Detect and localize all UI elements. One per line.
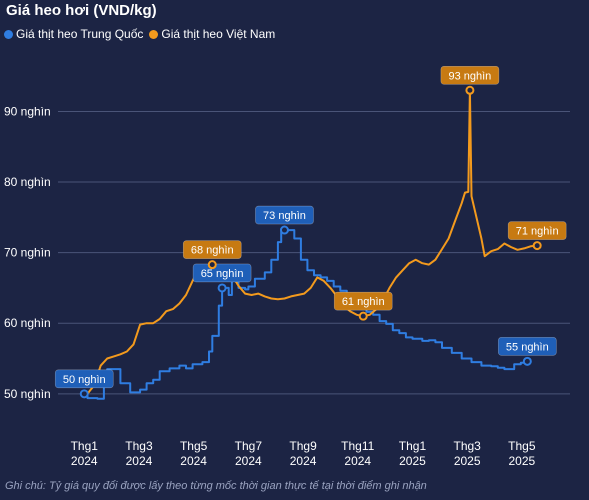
legend-swatch-china xyxy=(4,29,13,39)
y-tick-label: 60 nghìn xyxy=(4,316,51,330)
data-point-marker xyxy=(279,225,289,235)
data-label: 73 nghìn xyxy=(263,210,306,222)
data-label-box xyxy=(54,369,114,389)
legend-label-vietnam: Giá thịt heo Việt Nam xyxy=(161,27,276,41)
x-tick-label: Thg1 xyxy=(71,439,99,453)
x-tick-label: Thg9 xyxy=(289,439,317,453)
chart-note: Ghi chú: Tỷ giá quy đổi được lấy theo từ… xyxy=(5,480,427,492)
data-point-marker xyxy=(522,356,532,366)
data-label-box xyxy=(192,263,252,283)
data-point-marker xyxy=(465,85,475,95)
data-label: 55 nghìn xyxy=(506,341,549,353)
x-tick-label: 2024 xyxy=(180,454,207,468)
y-tick-label: 70 nghìn xyxy=(4,246,51,260)
x-tick-label: Thg5 xyxy=(508,439,536,453)
legend-item-china[interactable]: Giá thịt heo Trung Quốc xyxy=(4,27,143,41)
data-label-box xyxy=(498,337,557,356)
y-tick-label: 80 nghìn xyxy=(4,175,51,189)
data-label: 71 nghìn xyxy=(516,226,559,238)
data-label: 61 nghìn xyxy=(342,296,385,308)
data-label-box xyxy=(333,291,393,311)
legend-label-china: Giá thịt heo Trung Quốc xyxy=(16,27,144,41)
data-point-marker xyxy=(532,241,542,251)
x-tick-label: 2025 xyxy=(509,454,536,468)
chart-title: Giá heo hơi (VND/kg) xyxy=(6,2,157,19)
data-label: 93 nghìn xyxy=(448,70,491,82)
data-label-box xyxy=(507,221,567,240)
x-tick-label: 2024 xyxy=(126,454,153,468)
series-line-china xyxy=(84,229,529,400)
data-label: 68 nghìn xyxy=(191,245,234,257)
data-label: 65 nghìn xyxy=(201,268,244,280)
x-tick-label: 2025 xyxy=(454,454,481,468)
y-tick-label: 50 nghìn xyxy=(4,387,51,401)
data-label: 50 nghìn xyxy=(63,374,106,386)
x-tick-label: Thg11 xyxy=(341,439,374,453)
x-tick-label: 2024 xyxy=(235,454,262,468)
x-tick-label: Thg5 xyxy=(180,439,208,453)
chart-legend: Giá thịt heo Trung Quốc Giá thịt heo Việ… xyxy=(4,27,275,41)
data-point-marker xyxy=(79,389,89,399)
data-point-marker xyxy=(207,260,217,270)
data-label-box xyxy=(182,240,242,259)
series-line-vietnam xyxy=(83,89,538,397)
x-tick-label: Thg3 xyxy=(453,439,481,453)
x-tick-label: Thg1 xyxy=(399,439,427,453)
y-tick-label: 90 nghìn xyxy=(4,104,51,118)
legend-swatch-vietnam xyxy=(149,29,159,39)
x-tick-label: 2024 xyxy=(71,454,98,468)
data-point-marker xyxy=(217,283,227,293)
data-label-box xyxy=(255,205,314,225)
x-tick-label: 2025 xyxy=(399,454,426,468)
x-tick-label: 2024 xyxy=(344,454,371,468)
data-label-box xyxy=(440,65,500,85)
legend-item-vietnam[interactable]: Giá thịt heo Việt Nam xyxy=(149,27,275,41)
x-tick-label: 2024 xyxy=(290,454,317,468)
x-tick-label: Thg7 xyxy=(235,439,263,453)
x-tick-label: Thg3 xyxy=(125,439,153,453)
data-point-marker xyxy=(358,311,368,321)
